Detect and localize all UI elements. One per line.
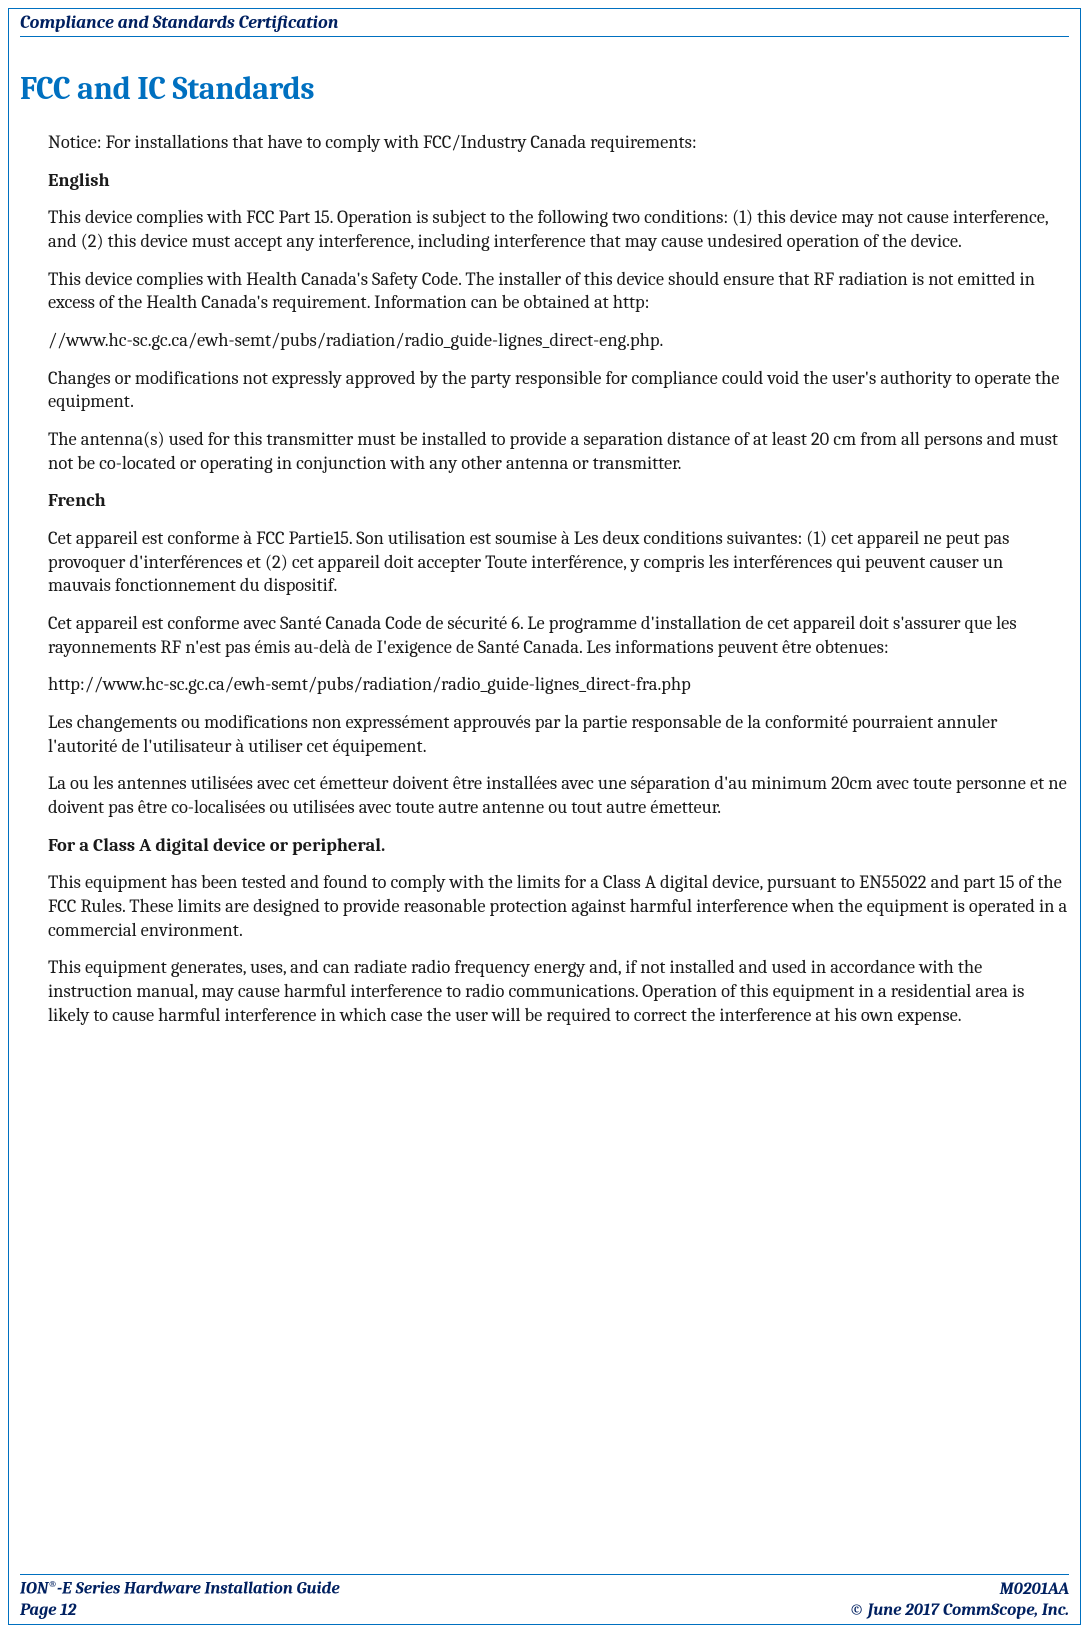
paragraph: Les changements ou modifications non exp…	[48, 711, 1069, 758]
paragraph: Notice: For installations that have to c…	[48, 131, 1069, 155]
paragraph: The antenna(s) used for this transmitter…	[48, 428, 1069, 475]
paragraph: For a Class A digital device or peripher…	[48, 834, 1069, 858]
paragraph: This equipment has been tested and found…	[48, 871, 1069, 942]
registered-mark: ®	[48, 1578, 57, 1590]
paragraph: //www.hc-sc.gc.ca/ewh-semt/pubs/radiatio…	[48, 329, 1069, 353]
paragraph: English	[48, 169, 1069, 193]
paragraph: La ou les antennes utilisées avec cet ém…	[48, 772, 1069, 819]
footer-right-line1: M0201AA	[849, 1579, 1069, 1600]
footer-left-line1: ION®-E Series Hardware Installation Guid…	[20, 1578, 340, 1600]
main-heading: FCC and IC Standards	[20, 70, 1069, 107]
footer-right: M0201AA © June 2017 CommScope, Inc.	[849, 1579, 1069, 1622]
footer-rule	[20, 1574, 1069, 1575]
footer-right-line2: © June 2017 CommScope, Inc.	[849, 1600, 1069, 1621]
paragraph: This device complies with Health Canada'…	[48, 268, 1069, 315]
body-text: Notice: For installations that have to c…	[48, 131, 1069, 1027]
paragraph: Cet appareil est conforme avec Santé Can…	[48, 612, 1069, 659]
footer-left-pre: ION	[20, 1580, 48, 1599]
header-rule	[20, 36, 1069, 37]
paragraph: French	[48, 489, 1069, 513]
page-header: Compliance and Standards Certification	[20, 12, 338, 33]
footer-left-line2: Page 12	[20, 1600, 340, 1621]
page-content: FCC and IC Standards Notice: For install…	[20, 70, 1069, 1041]
footer-left: ION®-E Series Hardware Installation Guid…	[20, 1578, 340, 1621]
footer-left-post: -E Series Hardware Installation Guide	[57, 1580, 340, 1599]
paragraph: This equipment generates, uses, and can …	[48, 956, 1069, 1027]
paragraph: http://www.hc-sc.gc.ca/ewh-semt/pubs/rad…	[48, 673, 1069, 697]
paragraph: Cet appareil est conforme à FCC Partie15…	[48, 527, 1069, 598]
paragraph: Changes or modifications not expressly a…	[48, 367, 1069, 414]
paragraph: This device complies with FCC Part 15. O…	[48, 206, 1069, 253]
